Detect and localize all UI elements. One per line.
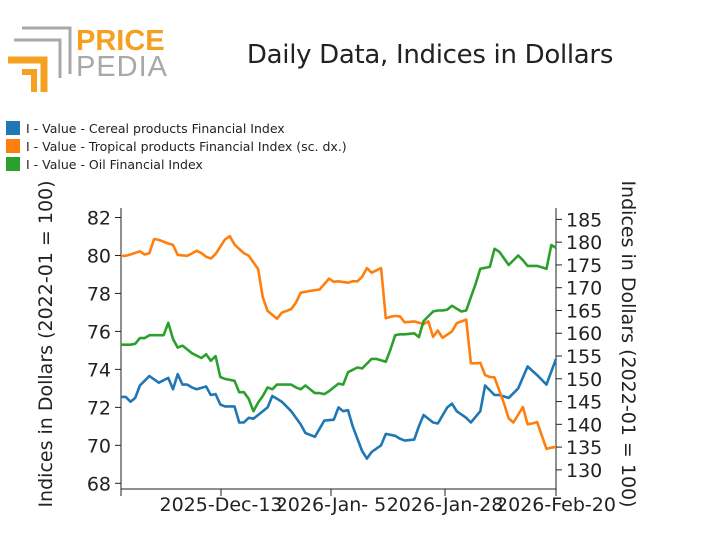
logo-word-pedia: PEDIA — [76, 51, 168, 83]
y-right-tick-label: 170 — [566, 278, 602, 300]
chart-series-lines — [121, 234, 558, 460]
logo-bars-icon — [8, 26, 72, 92]
logo-word-price: PRICE — [76, 25, 165, 57]
legend-swatch-oil — [6, 157, 20, 171]
y-right-tick-label: 165 — [566, 300, 602, 322]
chart-axes: 68 70 72 74 76 78 80 82 130135140145150155160165… — [87, 207, 616, 516]
y-left-tick-label: 80 — [87, 245, 111, 267]
series-line-tropical — [121, 234, 557, 451]
y-axis-left-label: Indices in Dollars (2022-01 = 100) — [35, 180, 57, 507]
legend-label-oil: I - Value - Oil Financial Index — [26, 156, 203, 172]
legend-item-cereal[interactable]: I - Value - Cereal products Financial In… — [6, 119, 347, 137]
pricepedia-logo-mark: PRICE PEDIA — [8, 25, 168, 92]
x-tick-label: 2026-Jan- 5 — [276, 494, 387, 516]
legend-label-tropical: I - Value - Tropical products Financial … — [26, 138, 347, 154]
pricepedia-logo: PRICE PEDIA — [8, 22, 168, 92]
y-right-tick-label: 135 — [566, 437, 602, 459]
legend-swatch-tropical — [6, 139, 20, 153]
legend-swatch-cereal — [6, 121, 20, 135]
y-left-tick-label: 74 — [87, 359, 111, 381]
y-right-tick-label: 185 — [566, 209, 602, 231]
logo-bar-orange — [8, 56, 48, 92]
y-left-tick-label: 68 — [87, 473, 111, 495]
y-right-tick-label: 160 — [566, 323, 602, 345]
y-axis-right-label: Indices in Dollars (2022-01 = 100) — [617, 180, 639, 507]
y-left-tick-label: 72 — [87, 397, 111, 419]
series-line-cereal — [121, 358, 558, 460]
logo-bar-orange-inner — [22, 69, 37, 92]
logo-bar-outer — [22, 26, 72, 74]
legend-item-tropical[interactable]: I - Value - Tropical products Financial … — [6, 137, 347, 155]
chart-title: Daily Data, Indices in Dollars — [246, 40, 614, 70]
y-right-tick-label: 180 — [566, 232, 602, 254]
y-left-tick-label: 70 — [87, 435, 111, 457]
x-tick-label: 2026-Jan-28 — [387, 494, 504, 516]
chart-legend: I - Value - Cereal products Financial In… — [6, 119, 347, 173]
legend-item-oil[interactable]: I - Value - Oil Financial Index — [6, 155, 347, 173]
legend-label-cereal: I - Value - Cereal products Financial In… — [26, 120, 285, 136]
series-line-oil — [121, 243, 557, 413]
y-right-tick-label: 130 — [566, 460, 602, 482]
x-tick-label: 2025-Dec-13 — [159, 494, 282, 516]
y-right-tick-label: 155 — [566, 346, 602, 368]
y-left-tick-label: 78 — [87, 283, 111, 305]
y-left-tick-label: 76 — [87, 321, 111, 343]
y-left-tick-label: 82 — [87, 207, 111, 229]
y-right-tick-label: 175 — [566, 255, 602, 277]
y-right-tick-label: 140 — [566, 414, 602, 436]
logo-bar-middle — [14, 38, 62, 78]
x-tick-label: 2026-Feb-20 — [496, 494, 616, 516]
y-right-tick-label: 150 — [566, 369, 602, 391]
y-right-tick-label: 145 — [566, 392, 602, 414]
